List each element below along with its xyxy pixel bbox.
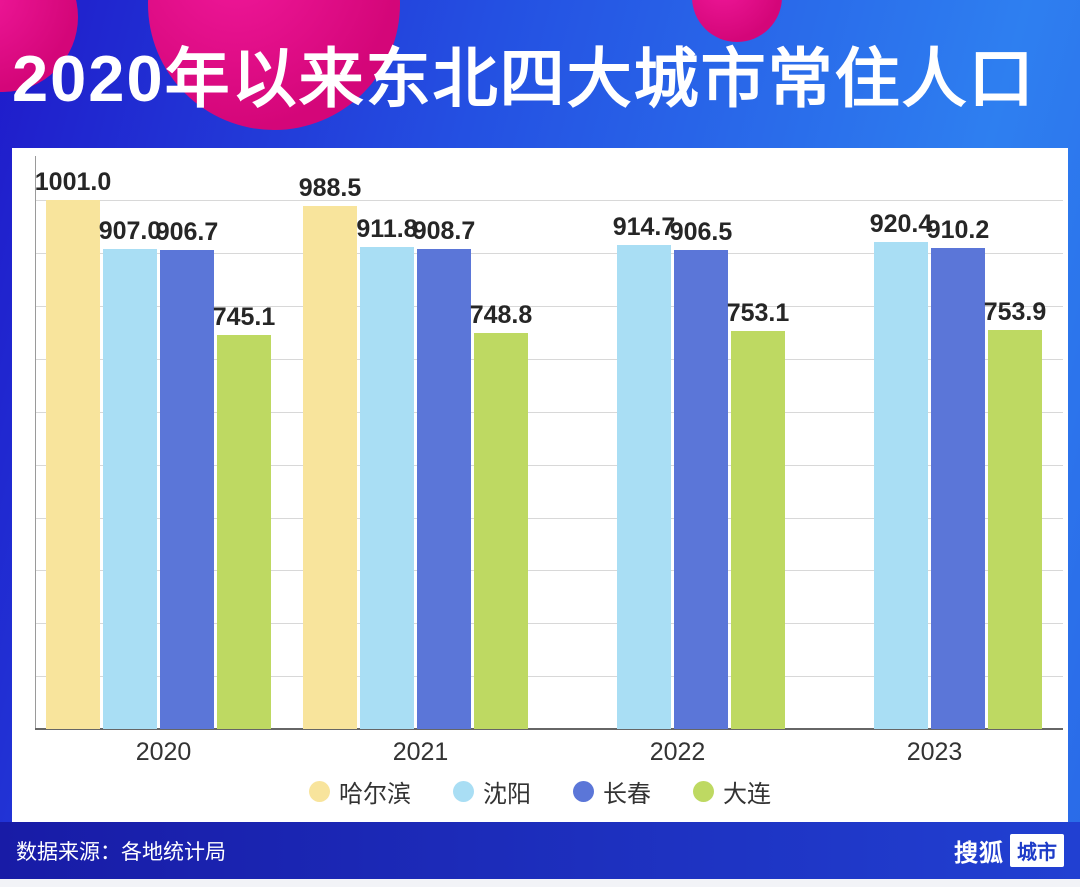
legend-label: 大连 (723, 781, 771, 808)
bottom-strip (0, 879, 1080, 887)
legend-label: 哈尔滨 (339, 781, 411, 808)
bar (874, 242, 928, 729)
x-tick-label: 2021 (392, 738, 449, 766)
legend-item: 大连 (693, 774, 771, 809)
bar-value-label: 745.1 (212, 303, 276, 332)
bar-value-label: 914.7 (612, 213, 676, 242)
bar-chart-plot: 1001.0 907.0 906.7 745.1 2020 988.5 911.8 908.7… (12, 148, 1068, 822)
bar-value-label: 1001.0 (34, 167, 112, 196)
x-tick-label: 2022 (649, 738, 706, 766)
legend-item: 哈尔滨 (309, 774, 411, 809)
gridline (35, 517, 1063, 519)
bar-value-label: 907.0 (98, 217, 162, 246)
gridline (35, 570, 1063, 572)
bar-value-label: 911.8 (356, 214, 418, 243)
brand-logo: 搜狐 城市 (954, 833, 1064, 868)
y-axis-line (35, 156, 36, 729)
bar-value-label: 753.9 (983, 298, 1047, 327)
brand-badge: 城市 (1010, 834, 1064, 867)
bar (46, 199, 100, 729)
bar-value-label: 988.5 (298, 174, 362, 203)
legend-swatch (453, 781, 474, 802)
footer-bar: 数据来源：各地统计局 搜狐 城市 (0, 822, 1080, 879)
chart-card: 1001.0 907.0 906.7 745.1 2020 988.5 911.8 908.7… (12, 148, 1068, 822)
bar (674, 249, 728, 729)
bar (217, 335, 271, 729)
legend-swatch (693, 781, 714, 802)
bar (617, 245, 671, 729)
legend-swatch (309, 781, 330, 802)
legend-item: 沈阳 (453, 774, 531, 809)
bar-value-label: 753.1 (726, 298, 790, 327)
bar-value-label: 920.4 (869, 210, 933, 239)
bar (103, 249, 157, 729)
gridline (35, 411, 1063, 413)
bar-value-label: 906.5 (669, 217, 733, 246)
chart-legend: 哈尔滨 沈阳 长春 大连 (12, 774, 1068, 809)
legend-item: 长春 (573, 774, 651, 809)
gridline (35, 464, 1063, 466)
bar-value-label: 906.7 (155, 217, 219, 246)
bar (931, 247, 985, 729)
gridline (35, 623, 1063, 625)
gridline (35, 253, 1063, 255)
gridline (35, 358, 1063, 360)
bar (731, 330, 785, 729)
bar (417, 248, 471, 729)
page-title: 2020年以来东北四大城市常住人口 (12, 42, 1036, 115)
data-source-text: 数据来源：各地统计局 (16, 840, 226, 864)
x-tick-label: 2023 (906, 738, 963, 766)
bar (160, 249, 214, 729)
x-axis-line (35, 728, 1063, 730)
brand-name: 搜狐 (954, 840, 1004, 867)
legend-swatch (573, 781, 594, 802)
bar-value-label: 748.8 (469, 301, 533, 330)
decorative-circle-small (692, 0, 782, 42)
bar-value-label: 910.2 (926, 215, 990, 244)
bar-value-label: 908.7 (412, 216, 476, 245)
x-tick-label: 2020 (135, 738, 192, 766)
legend-label: 沈阳 (483, 781, 531, 808)
bar (474, 333, 528, 729)
bar (360, 246, 414, 729)
bar (988, 330, 1042, 729)
bar (303, 206, 357, 729)
gridline (35, 306, 1063, 308)
gridline (35, 200, 1063, 202)
gridline (35, 676, 1063, 678)
legend-label: 长春 (603, 781, 651, 808)
